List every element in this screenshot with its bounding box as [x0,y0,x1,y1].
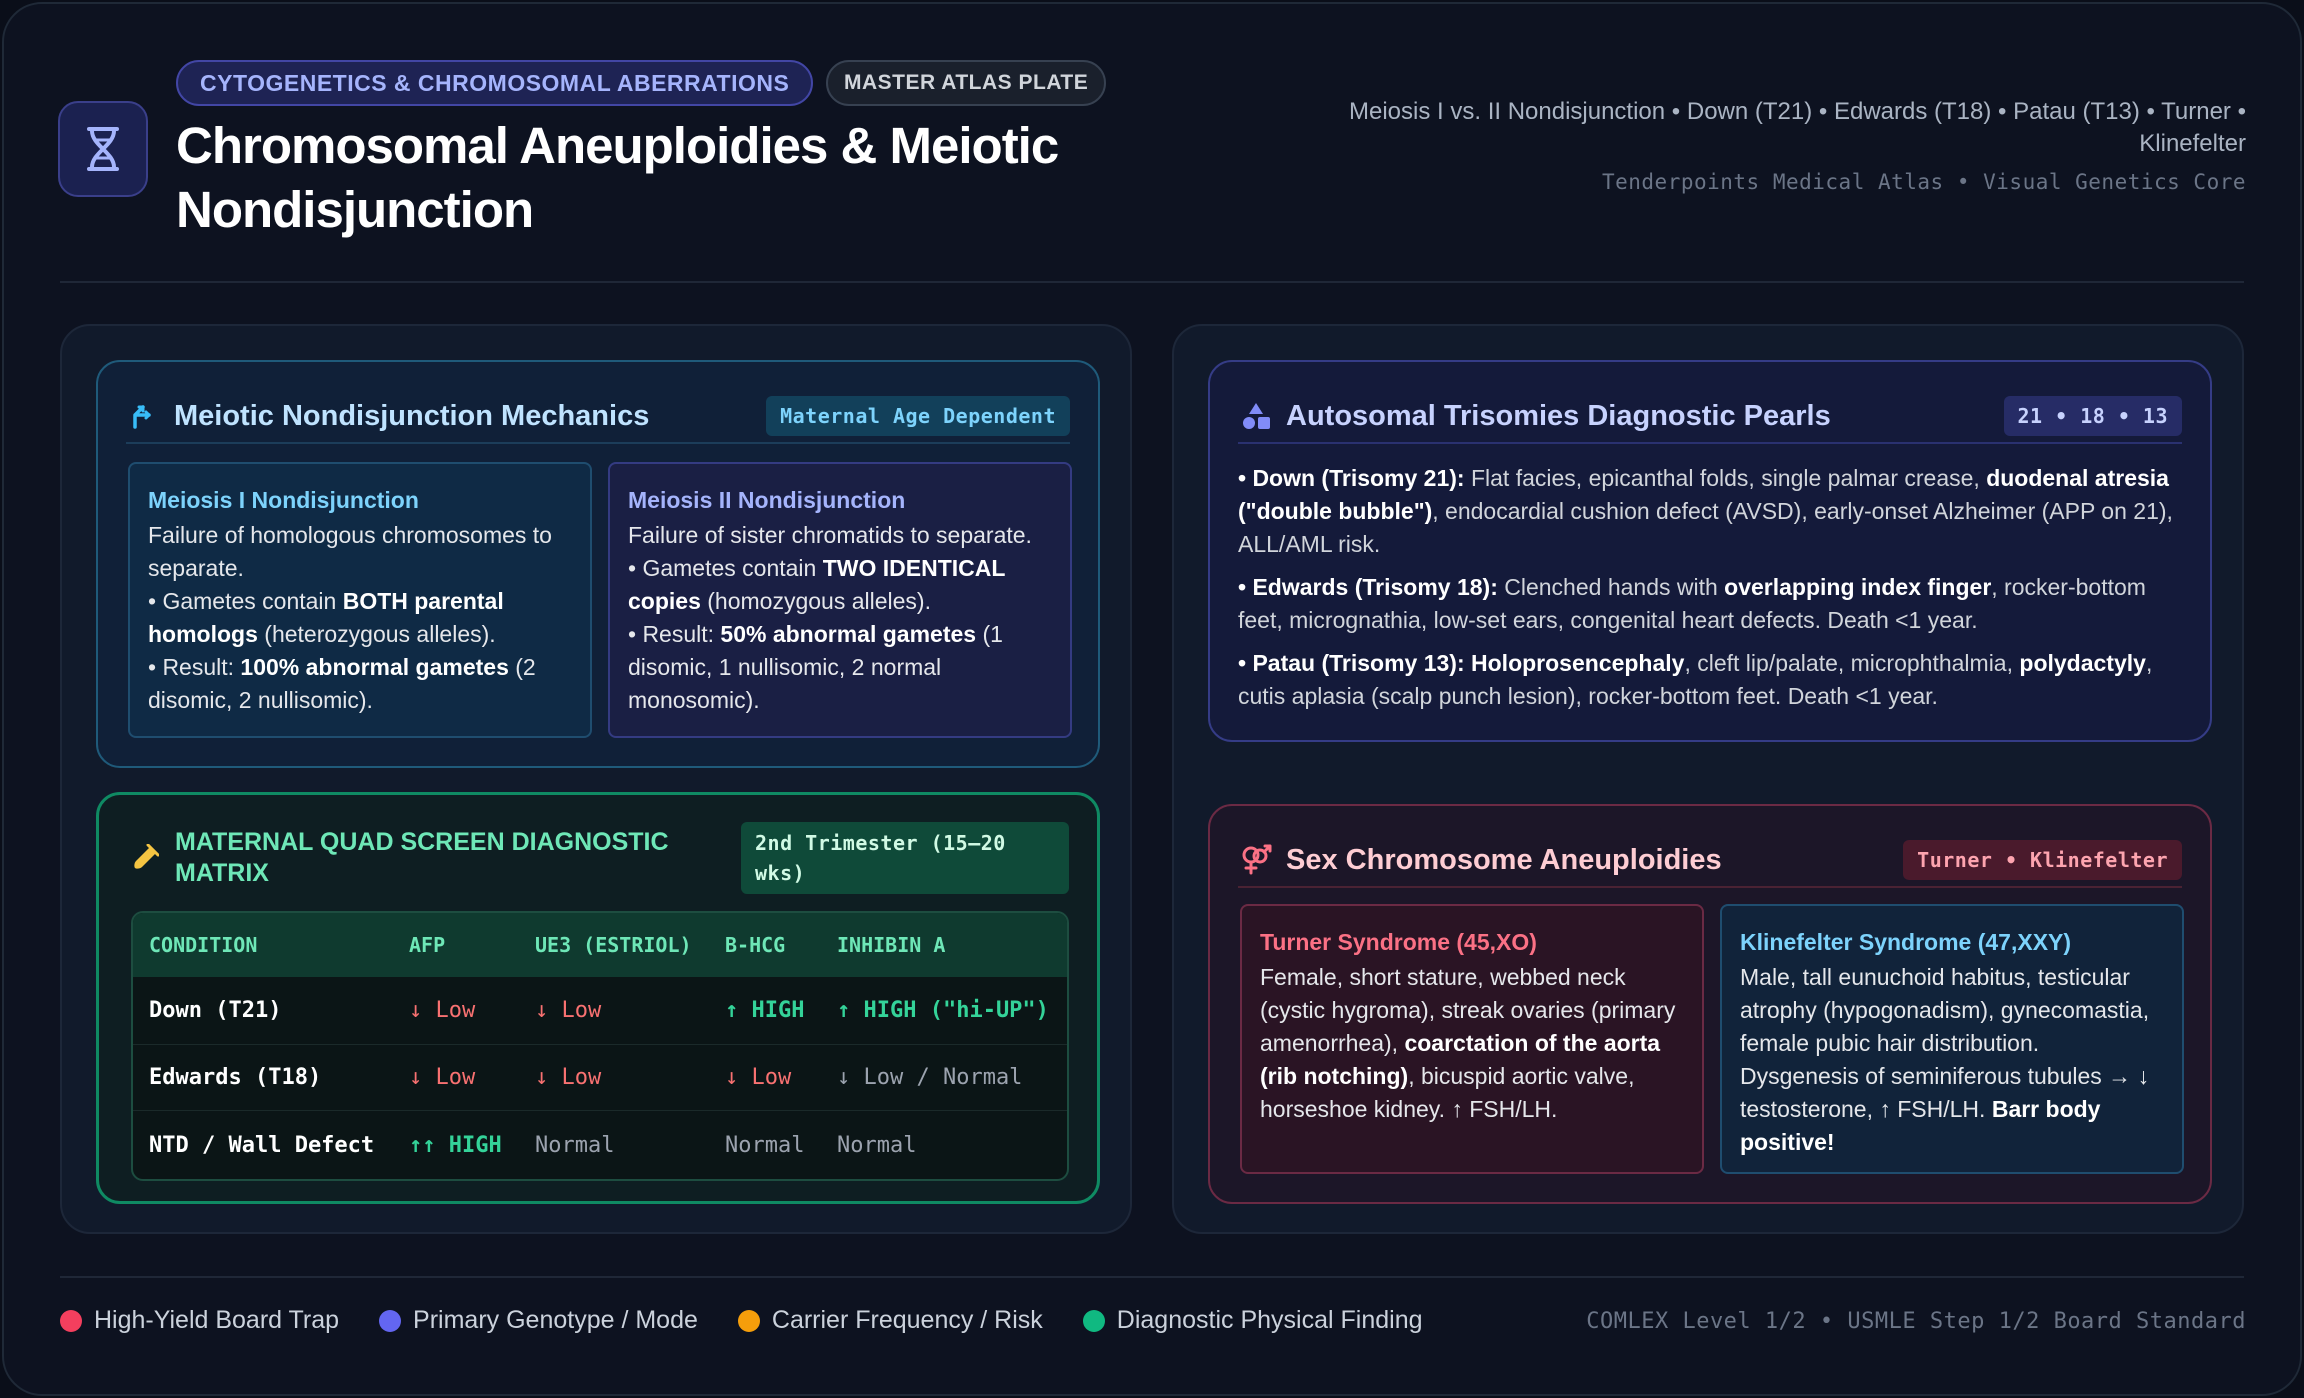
trisomy-numbers-tag: 21 • 18 • 13 [2003,396,2182,436]
col-bhcg: Β-HCG [725,933,786,957]
card-divider [126,442,1070,444]
legend-item: Diagnostic Physical Finding [1082,1306,1423,1335]
legend-dot [737,1309,760,1332]
trimester-tag: 2nd Trimester (15–20 wks) [741,822,1069,894]
row-afp: ↑↑ HIGH [409,1132,502,1158]
meiosis-1-bullet-2: • Result: 100% abnormal gametes (2 disom… [148,654,536,713]
dna-logo-icon [58,101,148,197]
legend-item: Primary Genotype / Mode [379,1306,698,1335]
klinefelter-desc: Male, tall eunuchoid habitus, testicular… [1740,964,2150,1155]
col-condition: CONDITION [149,933,258,957]
turner-heading: Turner Syndrome (45,XO) [1260,929,1537,955]
legend-label: High-Yield Board Trap [94,1306,340,1334]
row-afp: ↓ Low [409,1065,476,1090]
row-inhibin: ↑ HIGH ("hi-UP") [837,998,1049,1023]
right-panel: Autosomal Trisomies Diagnostic Pearls 21… [1172,324,2244,1234]
meiosis-2-box: Meiosis II Nondisjunction Failure of sis… [608,462,1072,738]
row-condition: Down (T21) [149,998,282,1023]
meiosis-card-title: Meiotic Nondisjunction Mechanics [174,399,650,432]
left-panel: Meiotic Nondisjunction Mechanics Materna… [60,324,1132,1234]
card-divider [1238,886,2182,888]
sex-card-title: Sex Chromosome Aneuploidies [1286,843,1722,876]
meiosis-card: Meiotic Nondisjunction Mechanics Materna… [96,360,1100,768]
pearl-patau: • Patau (Trisomy 13): Holoprosencephaly,… [1238,650,2153,709]
row-ue3: ↓ Low [535,1065,602,1090]
topics-subtitle: Meiosis I vs. II Nondisjunction • Down (… [1349,98,2246,157]
test-tube-icon [127,840,163,876]
plate-pill: MASTER ATLAS PLATE [826,60,1107,106]
card-divider [1238,442,2182,444]
legend-dot [379,1309,402,1332]
footer-divider [60,1276,2244,1278]
klinefelter-heading: Klinefelter Syndrome (47,XXY) [1740,929,2072,955]
row-inhibin: ↓ Low / Normal [837,1065,1023,1090]
legend-item: Carrier Frequency / Risk [737,1306,1043,1335]
col-ue3: UE3 (ESTRIOL) [535,933,692,957]
col-afp: AFP [409,933,446,957]
turner-box: Turner Syndrome (45,XO) Female, short st… [1240,904,1704,1174]
pearl-down: • Down (Trisomy 21): Flat facies, epican… [1238,465,2173,557]
row-condition: NTD / Wall Defect [149,1132,375,1158]
gender-symbol-icon [1238,842,1274,878]
atlas-credit: Tenderpoints Medical Atlas • Visual Gene… [1601,170,2246,194]
row-inhibin: Normal [837,1132,917,1158]
meiosis-2-bullet-1: • Gametes contain TWO IDENTICAL copies (… [628,555,1005,614]
pearl-edwards: • Edwards (Trisomy 18): Clenched hands w… [1238,574,2146,633]
row-ue3: Normal [535,1132,615,1158]
meiosis-1-desc: Failure of homologous chromosomes to sep… [148,522,552,581]
row-ue3: ↓ Low [535,998,602,1023]
quad-screen-card: MATERNAL QUAD SCREEN DIAGNOSTIC MATRIX 2… [96,792,1100,1204]
table-row: Down (T21) ↓ Low ↓ Low ↑ HIGH ↑ HIGH ("h… [133,977,1067,1045]
trisomy-pearls: • Down (Trisomy 21): Flat facies, epican… [1238,462,2182,723]
meiosis-1-bullet-1: • Gametes contain BOTH parental homologs… [148,588,504,647]
legend-item: High-Yield Board Trap [60,1306,339,1335]
table-row: Edwards (T18) ↓ Low ↓ Low ↓ Low ↓ Low / … [133,1045,1067,1111]
branch-split-icon [126,398,162,434]
meiosis-2-heading: Meiosis II Nondisjunction [628,487,906,513]
row-condition: Edwards (T18) [149,1065,322,1090]
legend-label: Primary Genotype / Mode [413,1306,698,1334]
legend-label: Carrier Frequency / Risk [771,1306,1043,1334]
trisomy-card: Autosomal Trisomies Diagnostic Pearls 21… [1208,360,2212,742]
table-header-row: CONDITION AFP UE3 (ESTRIOL) Β-HCG INHIBI… [133,913,1067,977]
klinefelter-box: Klinefelter Syndrome (47,XXY) Male, tall… [1720,904,2184,1174]
row-bhcg: ↓ Low [725,1065,792,1090]
table-row: NTD / Wall Defect ↑↑ HIGH Normal Normal … [133,1111,1067,1179]
row-bhcg: ↑ HIGH [725,998,805,1023]
page-title: Chromosomal Aneuploidies & Meiotic Nondi… [176,117,1059,238]
col-inhibin: INHIBIN A [837,933,946,957]
row-afp: ↓ Low [409,998,476,1023]
meiosis-2-desc: Failure of sister chromatids to separate… [628,522,1032,548]
turner-desc: Female, short stature, webbed neck (cyst… [1260,964,1676,1122]
meiosis-1-box: Meiosis I Nondisjunction Failure of homo… [128,462,592,738]
row-bhcg: Normal [725,1132,805,1158]
meiosis-1-heading: Meiosis I Nondisjunction [148,487,419,513]
legend: High-Yield Board Trap Primary Genotype /… [60,1306,1463,1335]
turner-klinefelter-tag: Turner • Klinefelter [1903,840,2182,880]
trisomy-card-title: Autosomal Trisomies Diagnostic Pearls [1286,399,1831,432]
quad-screen-title: MATERNAL QUAD SCREEN DIAGNOSTIC MATRIX [175,828,669,887]
maternal-age-tag: Maternal Age Dependent [766,396,1070,436]
quad-screen-table: CONDITION AFP UE3 (ESTRIOL) Β-HCG INHIBI… [131,911,1069,1181]
sex-chromosome-card: Sex Chromosome Aneuploidies Turner • Kli… [1208,804,2212,1204]
legend-dot [60,1309,82,1332]
meiosis-2-bullet-2: • Result: 50% abnormal gametes (1 disomi… [628,621,1003,713]
header-divider [60,281,2244,283]
board-standard-note: COMLEX Level 1/2 • USMLE Step 1/2 Board … [1586,1309,2246,1334]
legend-label: Diagnostic Physical Finding [1116,1306,1423,1334]
legend-dot [1082,1309,1105,1332]
category-pill: CYTOGENETICS & CHROMOSOMAL ABERRATIONS [176,60,814,106]
shapes-icon [1238,398,1274,434]
